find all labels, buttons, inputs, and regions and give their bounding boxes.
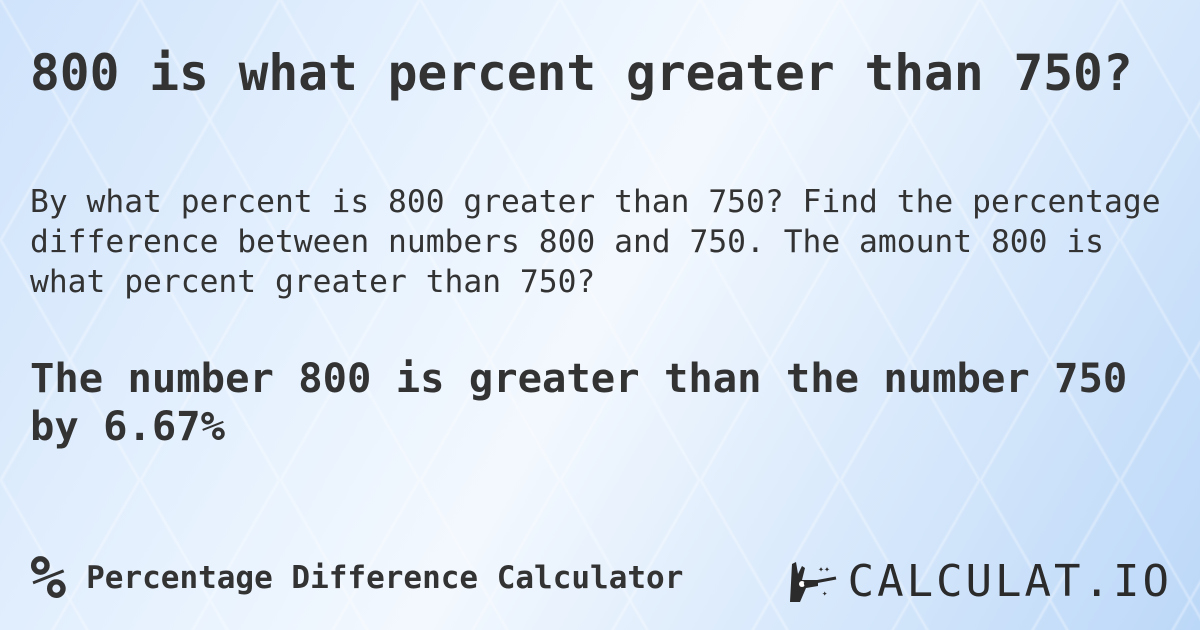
page-title: 800 is what percent greater than 750? [30, 44, 1133, 102]
svg-text:✦: ✦ [822, 589, 828, 599]
calculator-name: Percentage Difference Calculator [86, 560, 684, 596]
logo: ✦✦ ✦ CALCULAT.IO [788, 556, 1172, 607]
svg-text:✦✦: ✦✦ [818, 564, 830, 575]
footer: % Percentage Difference Calculator [30, 548, 683, 608]
magic-hand-icon: ✦✦ ✦ [789, 561, 836, 602]
description: By what percent is 800 greater than 750?… [30, 184, 1161, 300]
result-text: The number 800 is greater than the numbe… [30, 354, 1128, 450]
logo-text: CALCULAT.IO [847, 556, 1172, 607]
percent-icon: % [30, 543, 67, 613]
